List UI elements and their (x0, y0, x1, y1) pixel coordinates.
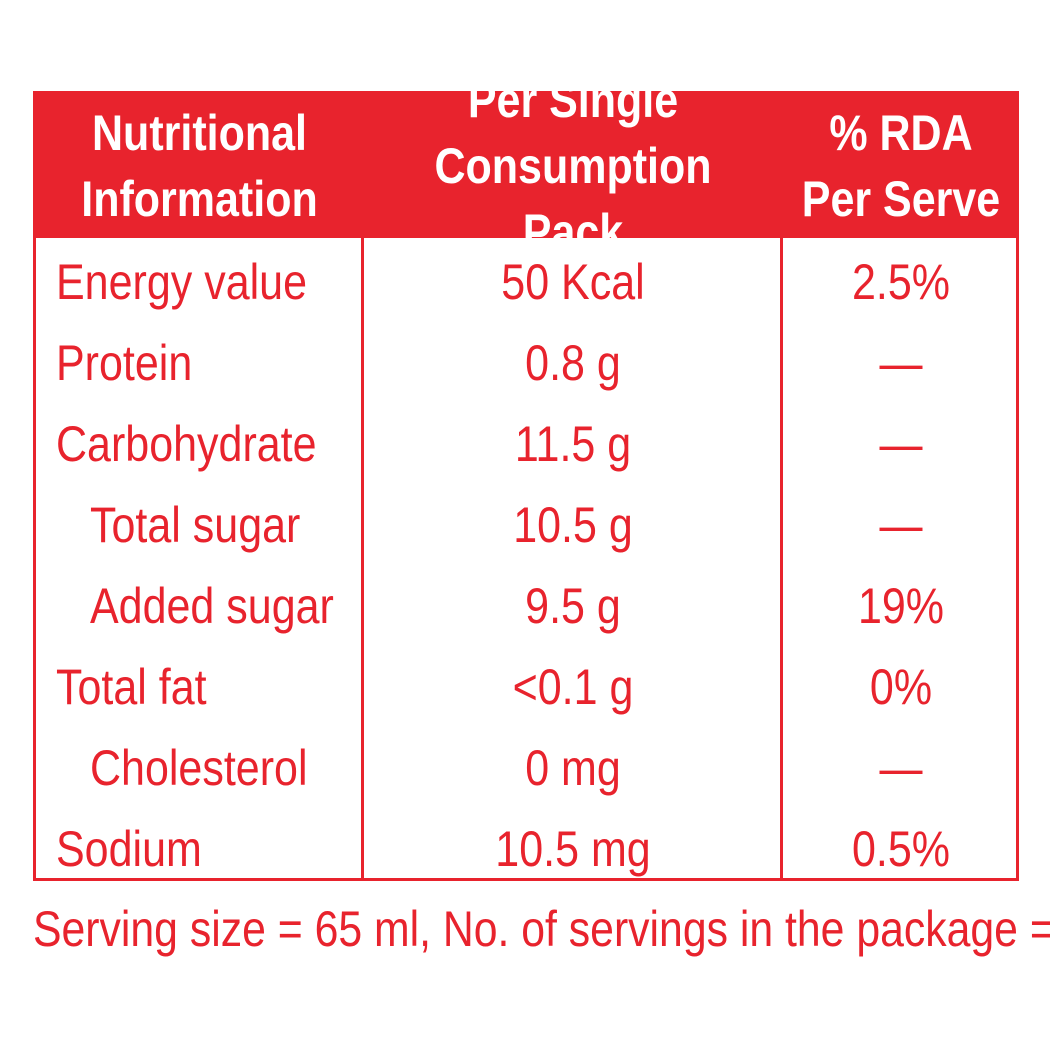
header-per-single-consumption-pack: Per Single Consumption Pack (434, 72, 712, 260)
table-row: Sodium 10.5 mg 0.5% (36, 809, 1016, 890)
table-header-row: Nutritional Information Per Single Consu… (36, 72, 1016, 260)
table-row: Cholesterol 0 mg — (36, 728, 1016, 809)
nutrient-value: 9.5 g (525, 578, 621, 634)
nutrient-value: 50 Kcal (501, 254, 645, 310)
table-row: Carbohydrate 11.5 g — (36, 404, 1016, 485)
serving-size-note: Serving size = 65 ml, No. of servings in… (33, 901, 1050, 957)
nutrient-value: <0.1 g (512, 659, 634, 715)
nutrient-rda: — (879, 740, 923, 796)
table-row: Total fat <0.1 g 0% (36, 647, 1016, 728)
nutrient-name: Total sugar (90, 497, 301, 553)
header-nutritional-information: Nutritional Information (81, 105, 318, 227)
table-body: Energy value 50 Kcal 2.5% Protein 0.8 g … (36, 242, 1016, 890)
nutrient-name: Energy value (56, 254, 307, 310)
table-row: Protein 0.8 g — (36, 323, 1016, 404)
nutrient-rda: — (879, 335, 923, 391)
nutrient-rda: — (879, 416, 923, 472)
nutrient-rda: 0.5% (851, 821, 951, 877)
table-row: Total sugar 10.5 g — (36, 485, 1016, 566)
nutrient-value: 10.5 g (513, 497, 633, 553)
column-divider (361, 94, 364, 878)
nutrient-rda: — (879, 497, 923, 553)
nutrient-name: Sodium (56, 821, 202, 877)
nutrient-rda: 19% (857, 578, 945, 634)
nutrient-value: 10.5 mg (495, 821, 651, 877)
nutrient-rda: 0% (869, 659, 933, 715)
nutrient-name: Carbohydrate (56, 416, 317, 472)
header-rda-per-serve: % RDA Per Serve (801, 105, 1001, 227)
nutrient-value: 0.8 g (525, 335, 621, 391)
table-row: Added sugar 9.5 g 19% (36, 566, 1016, 647)
nutrient-name: Added sugar (90, 578, 334, 634)
nutrient-name: Total fat (56, 659, 207, 715)
nutrient-name: Cholesterol (90, 740, 308, 796)
column-divider (780, 94, 783, 878)
table-row: Energy value 50 Kcal 2.5% (36, 242, 1016, 323)
nutrition-table: Nutritional Information Per Single Consu… (33, 72, 1019, 881)
nutrient-name: Protein (56, 335, 193, 391)
nutrient-value: 11.5 g (514, 416, 632, 472)
nutrient-value: 0 mg (525, 740, 621, 796)
nutrient-rda: 2.5% (851, 254, 951, 310)
